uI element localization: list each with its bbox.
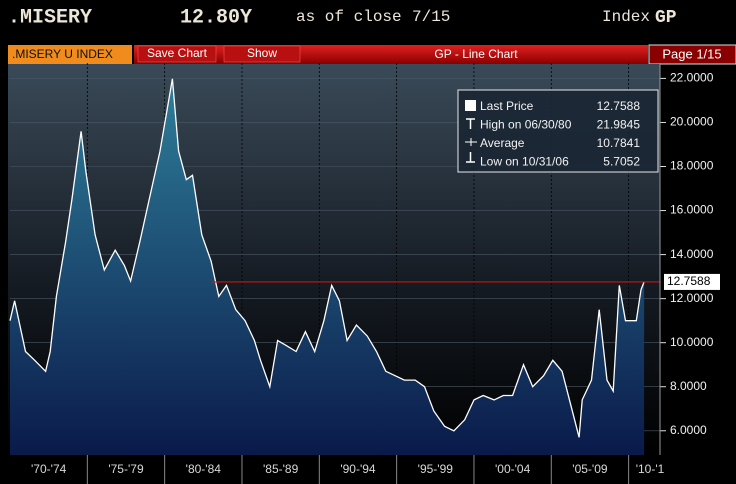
y-tick-label: 22.0000 <box>670 71 714 85</box>
legend-label: Last Price <box>480 99 534 113</box>
page-label: Page 1/15 <box>662 46 721 61</box>
legend-value: 21.9845 <box>597 118 641 132</box>
legend-icon <box>466 152 475 163</box>
y-tick-label: 6.0000 <box>670 423 707 437</box>
save-button[interactable] <box>137 45 217 63</box>
y-tick-label: 8.0000 <box>670 379 707 393</box>
x-tick-label: '75-'79 <box>108 462 144 476</box>
price: 12.80Y <box>180 6 252 29</box>
legend-value: 12.7588 <box>597 99 641 113</box>
show-label: Show <box>247 46 277 60</box>
as-of: as of close <box>296 8 402 26</box>
legend-label: High on 06/30/80 <box>480 118 572 132</box>
legend-value: 10.7841 <box>597 136 641 150</box>
security-label: .MISERY U INDEX <box>12 47 113 61</box>
y-tick-label: 20.0000 <box>670 115 714 129</box>
x-tick-label: '80-'84 <box>186 462 222 476</box>
last-price-label: 12.7588 <box>667 274 711 288</box>
x-tick-label: '70-'74 <box>31 462 67 476</box>
x-tick-label: '05-'09 <box>572 462 608 476</box>
legend-icon <box>465 100 476 111</box>
x-tick-label: '85-'89 <box>263 462 299 476</box>
y-tick-label: 14.0000 <box>670 247 714 261</box>
legend-value: 5.7052 <box>603 155 640 169</box>
legend-icon <box>465 138 477 146</box>
page-box[interactable] <box>648 44 736 65</box>
last-price-box <box>664 273 720 290</box>
y-tick-label: 12.0000 <box>670 291 714 305</box>
security-tab[interactable] <box>8 45 132 64</box>
save-label: Save Chart <box>147 46 208 60</box>
legend-box <box>457 89 659 173</box>
ticker: .MISERY <box>8 6 92 29</box>
x-tick-label: '10-'1 <box>636 462 665 476</box>
x-tick-label: '90-'94 <box>340 462 376 476</box>
legend-icon <box>466 118 475 129</box>
y-tick-label: 18.0000 <box>670 159 714 173</box>
legend: Last Price 12.7588 High on 06/30/80 21.9845… <box>480 99 640 169</box>
index-label: Index <box>602 8 650 26</box>
area <box>10 78 645 456</box>
legend-label: Low on 10/31/06 <box>480 155 569 169</box>
line <box>9 78 645 438</box>
date: 7/15 <box>412 8 450 26</box>
x-tick-label: '00-'04 <box>495 462 531 476</box>
index-code: GP <box>655 8 677 28</box>
legend-label: Average <box>480 136 525 150</box>
y-tick-label: 16.0000 <box>670 203 714 217</box>
show-button[interactable] <box>223 45 301 63</box>
chart-title: GP - Line Chart <box>434 47 518 61</box>
x-tick-label: '95-'99 <box>418 462 454 476</box>
y-tick-label: 10.0000 <box>670 335 714 349</box>
